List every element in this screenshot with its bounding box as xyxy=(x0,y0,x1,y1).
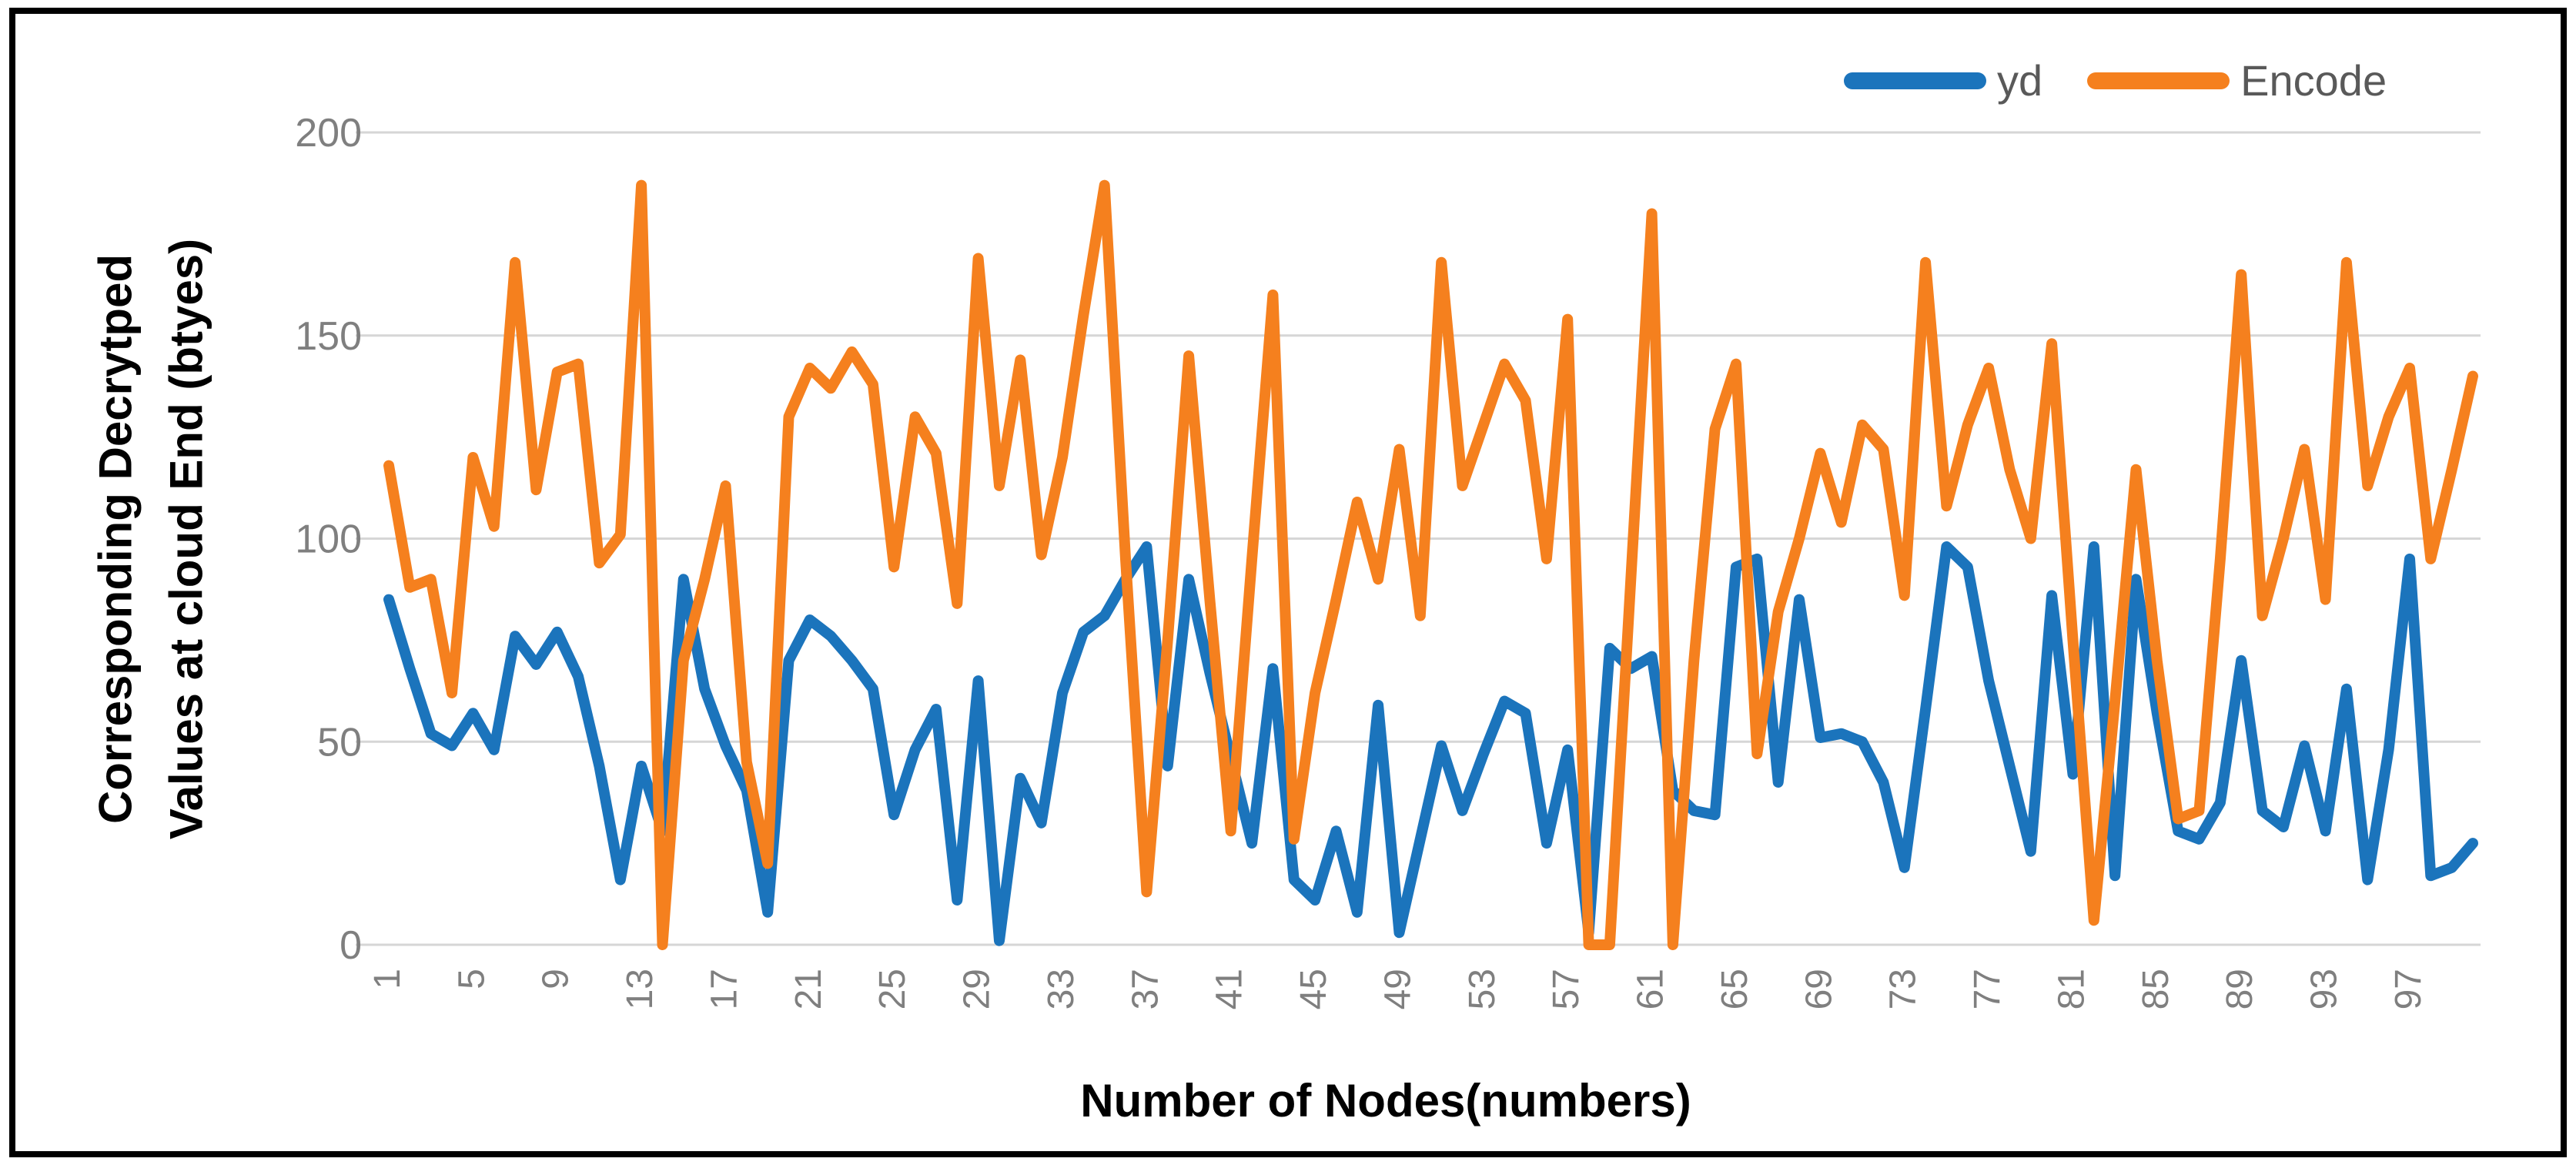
svg-text:61: 61 xyxy=(1631,969,1671,1009)
legend-item-yd: yd xyxy=(1844,55,2042,105)
svg-text:1: 1 xyxy=(367,969,408,989)
yd-line-swatch xyxy=(1844,72,1986,89)
svg-text:29: 29 xyxy=(957,969,998,1009)
svg-text:200: 200 xyxy=(295,111,362,156)
y-axis-title-line2: Values at cloud End (btyes) xyxy=(160,238,212,840)
svg-text:21: 21 xyxy=(788,969,829,1009)
svg-text:77: 77 xyxy=(1967,969,2008,1009)
legend-label-yd: yd xyxy=(1997,56,2043,105)
legend-item-encode: Encode xyxy=(2087,55,2387,105)
svg-text:33: 33 xyxy=(1041,969,1082,1009)
x-axis-title: Number of Nodes(numbers) xyxy=(1080,1075,1691,1127)
svg-text:37: 37 xyxy=(1125,969,1166,1009)
svg-text:85: 85 xyxy=(2136,969,2176,1009)
svg-text:93: 93 xyxy=(2304,969,2345,1009)
svg-text:50: 50 xyxy=(317,720,362,765)
svg-text:0: 0 xyxy=(340,923,362,968)
svg-text:100: 100 xyxy=(295,517,362,562)
legend-label-encode: Encode xyxy=(2240,56,2387,105)
encode-line-swatch xyxy=(2087,72,2230,89)
svg-text:97: 97 xyxy=(2388,969,2429,1009)
svg-text:73: 73 xyxy=(1883,969,1924,1009)
svg-text:5: 5 xyxy=(451,969,492,989)
svg-text:13: 13 xyxy=(620,969,661,1009)
svg-text:53: 53 xyxy=(1462,969,1503,1009)
svg-text:45: 45 xyxy=(1293,969,1334,1009)
svg-text:89: 89 xyxy=(2220,969,2260,1009)
svg-text:81: 81 xyxy=(2051,969,2092,1009)
svg-text:49: 49 xyxy=(1377,969,1418,1009)
svg-text:17: 17 xyxy=(704,969,744,1009)
svg-text:69: 69 xyxy=(1798,969,1839,1009)
svg-text:65: 65 xyxy=(1715,969,1755,1009)
chart-legend: yd Encode xyxy=(1844,55,2387,105)
svg-text:9: 9 xyxy=(536,969,577,989)
svg-text:41: 41 xyxy=(1209,969,1250,1009)
svg-text:57: 57 xyxy=(1546,969,1587,1009)
y-axis-title-line1: Corresponding Decrytped xyxy=(89,253,142,825)
svg-text:150: 150 xyxy=(295,314,362,359)
svg-text:25: 25 xyxy=(872,969,913,1009)
